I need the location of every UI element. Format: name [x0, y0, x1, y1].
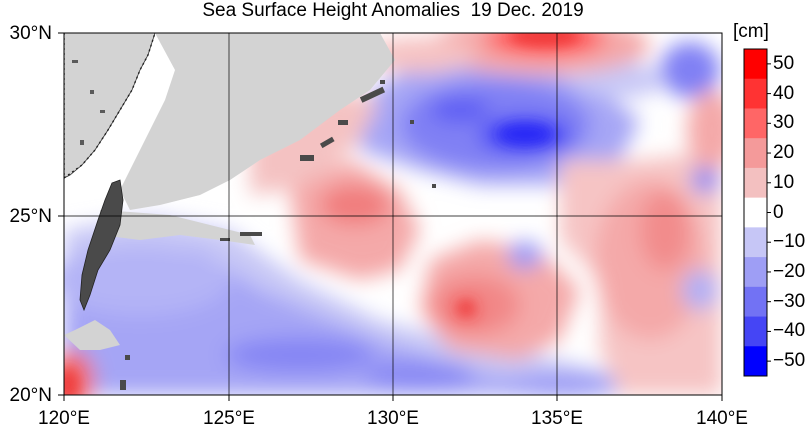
ryukyu-islands — [120, 80, 436, 390]
colorbar-segment — [744, 346, 767, 377]
colorbar-tick-label: −30 — [773, 290, 806, 312]
colorbar-tick-label: 20 — [773, 142, 795, 164]
lat-label-25n: 25°N — [9, 206, 52, 227]
lon-label-140e: 140°E — [696, 408, 748, 429]
colorbar-segment — [744, 286, 767, 318]
colorbar-tick-label: −40 — [773, 320, 806, 342]
colorbar-segment — [744, 108, 767, 139]
colorbar-tick-label: −20 — [773, 260, 806, 282]
colorbar-tick-label: 50 — [773, 52, 795, 74]
colorbar-tick-label: 40 — [773, 82, 795, 104]
colorbar-segment — [744, 167, 767, 199]
colorbar-tick-label: −50 — [773, 350, 806, 372]
lon-label-135e: 135°E — [531, 408, 583, 429]
map-title: Sea Surface Height Anomalies 19 Dec. 201… — [202, 0, 584, 21]
colorbar-segment — [744, 227, 767, 258]
colorbar-tick-label: 10 — [773, 171, 795, 193]
colorbar-segment — [744, 78, 767, 109]
colorbar-segment — [744, 197, 767, 228]
colorbar-segment — [744, 49, 767, 80]
masked-shelf — [120, 33, 395, 210]
mainland-land — [64, 33, 156, 179]
lon-label-125e: 125°E — [203, 408, 255, 429]
anomaly-field — [64, 33, 722, 395]
lat-label-30n: 30°N — [9, 23, 52, 44]
map-grid — [64, 33, 722, 395]
colorbar-unit: [cm] — [733, 21, 769, 42]
colorbar-segment — [744, 138, 767, 169]
colorbar-segment — [744, 257, 767, 288]
colorbar-tick-label: 30 — [773, 112, 795, 134]
colorbar-tick-label: 0 — [773, 201, 784, 223]
colorbar-segment — [744, 316, 767, 347]
lat-label-20n: 20°N — [9, 385, 52, 406]
lon-label-120e: 120°E — [38, 408, 90, 429]
colorbar — [743, 48, 771, 377]
taiwan-land — [79, 179, 124, 312]
colorbar-tick-label: −10 — [773, 231, 806, 253]
lon-label-130e: 130°E — [367, 408, 419, 429]
